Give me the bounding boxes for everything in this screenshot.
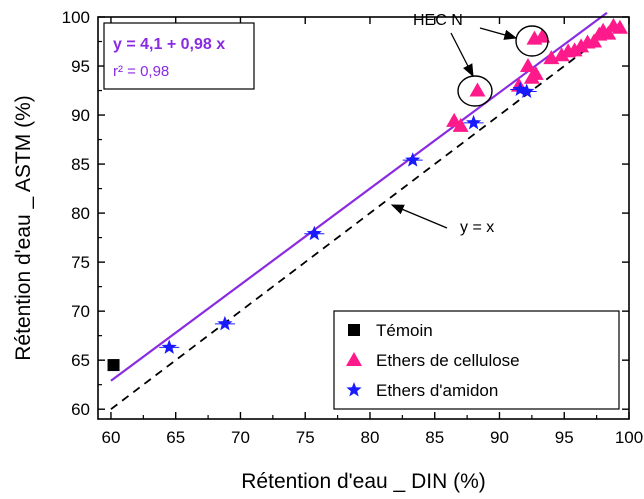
equation-box-frame xyxy=(103,22,255,90)
y-tick-label: 60 xyxy=(71,400,90,419)
amidon-point xyxy=(466,114,482,130)
legend-marker-temoin xyxy=(348,324,360,336)
fit-equation: y = 4,1 + 0,98 x xyxy=(113,36,225,53)
yx-label: y = x xyxy=(460,219,494,236)
amidon-point xyxy=(306,225,322,241)
hec-label: HEC N xyxy=(413,12,463,29)
legend-label: Ethers d'amidon xyxy=(376,381,498,400)
cellulose-point xyxy=(600,25,617,40)
yx-arrow xyxy=(390,204,448,229)
yx-annotation: y = x xyxy=(390,204,494,236)
cellulose-point xyxy=(534,28,551,43)
y-tick-label: 100 xyxy=(62,8,90,27)
hec-annotation: HEC N xyxy=(413,12,549,107)
equation-box: y = 4,1 + 0,98 x r² = 0,98 xyxy=(103,22,255,90)
amidon-point xyxy=(161,339,177,354)
r-squared: r² = 0,98 xyxy=(113,63,169,80)
amidon-point xyxy=(519,83,535,98)
hec-circle-2 xyxy=(457,75,493,107)
x-tick-label: 95 xyxy=(555,428,574,447)
x-axis-label: Rétention d'eau _ DIN (%) xyxy=(241,470,485,493)
x-tick-label: 100 xyxy=(615,428,643,447)
x-tick-label: 70 xyxy=(231,428,250,447)
cellulose-point xyxy=(469,82,486,97)
y-tick-label: 90 xyxy=(71,106,90,125)
legend: Témoin Ethers de cellulose Ethers d'amidon xyxy=(333,310,620,410)
legend-label: Témoin xyxy=(376,321,433,340)
temoin-point xyxy=(107,359,120,372)
amidon-point xyxy=(512,81,528,96)
x-tick-label: 60 xyxy=(101,428,120,447)
cellulose-point xyxy=(566,42,583,57)
cellulose-point xyxy=(519,58,536,73)
y-tick-label: 80 xyxy=(71,204,90,223)
x-tick-label: 80 xyxy=(361,428,380,447)
ticks-layer: 60 65 70 75 80 85 90 95 100 60 65 70 75 80 85 90 95 100 xyxy=(62,8,644,447)
hec-arrow-2 xyxy=(450,32,474,78)
legend-label: Ethers de cellulose xyxy=(376,351,520,370)
y-axis-label: Rétention d'eau _ ASTM (%) xyxy=(12,95,35,360)
legend-marker-amidon xyxy=(346,382,362,397)
x-tick-label: 85 xyxy=(425,428,444,447)
legend-frame xyxy=(333,310,620,410)
cellulose-point xyxy=(527,65,544,80)
y-tick-label: 95 xyxy=(71,57,90,76)
x-tick-label: 75 xyxy=(296,428,315,447)
cellulose-point xyxy=(553,47,570,62)
cellulose-point xyxy=(611,19,628,34)
y-tick-label: 70 xyxy=(71,302,90,321)
amidon-point xyxy=(217,315,233,331)
amidon-point xyxy=(405,152,421,167)
legend-marker-cellulose xyxy=(346,352,362,366)
y-tick-label: 65 xyxy=(71,351,90,370)
hec-arrow-1 xyxy=(479,27,518,40)
x-tick-label: 65 xyxy=(166,428,185,447)
cellulose-point xyxy=(573,38,590,53)
hec-circle-1 xyxy=(515,25,549,57)
plot-frame xyxy=(97,16,630,420)
fit-line xyxy=(110,11,608,382)
y-tick-label: 85 xyxy=(71,155,90,174)
x-tick-label: 90 xyxy=(490,428,509,447)
cellulose-point xyxy=(452,117,469,132)
y-tick-label: 75 xyxy=(71,253,90,272)
marks-layer xyxy=(107,17,628,372)
